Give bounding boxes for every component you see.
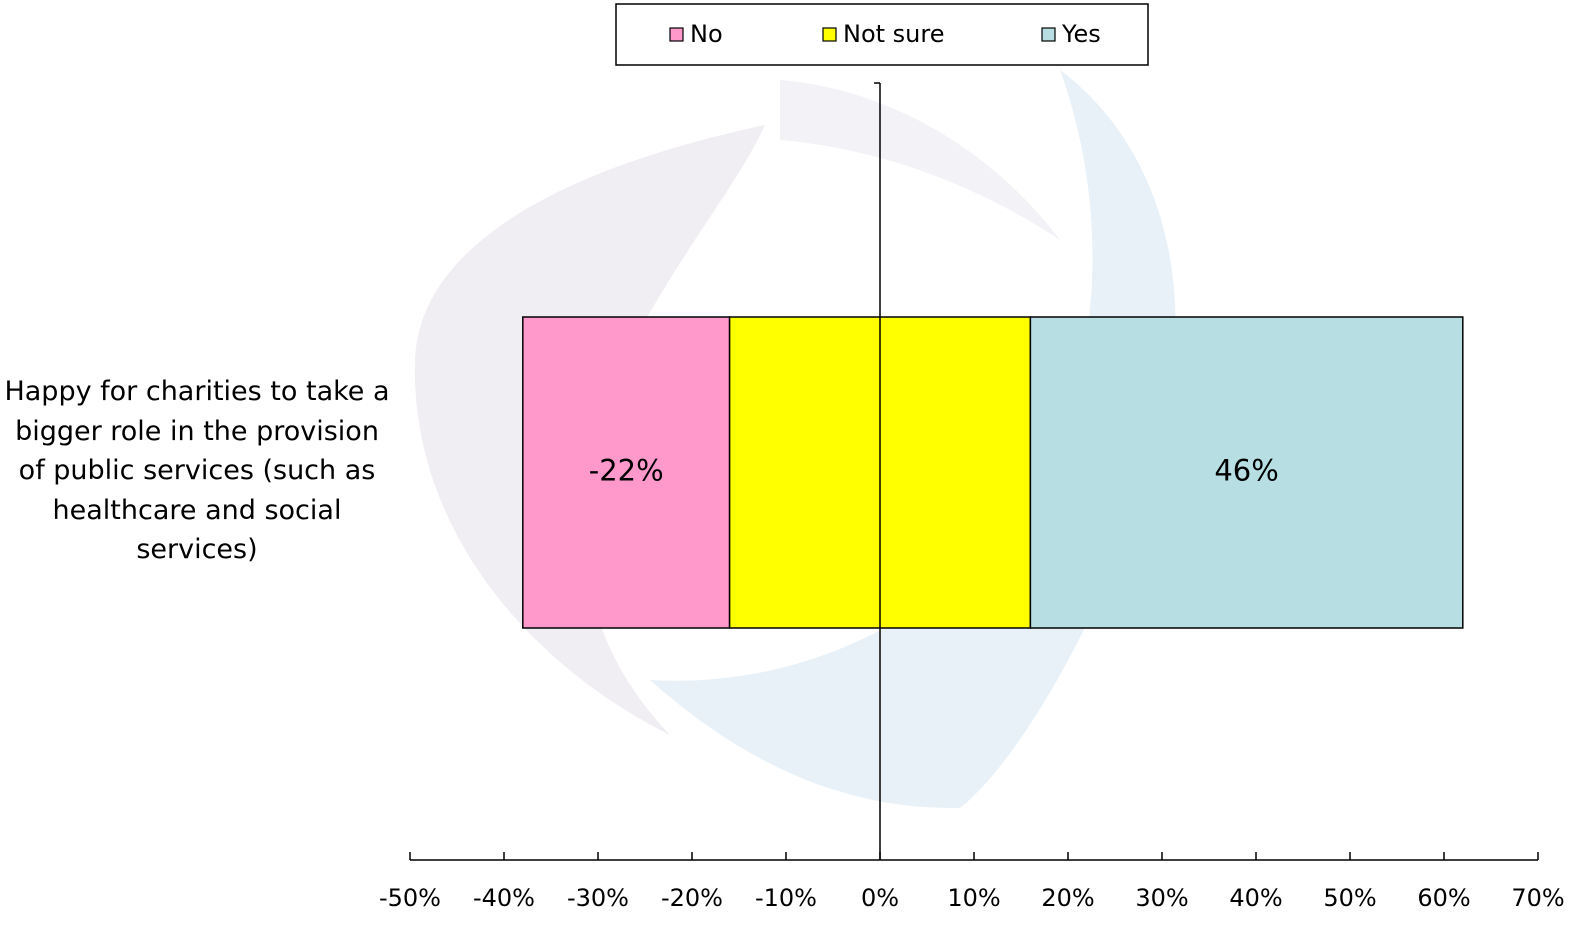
x-tick-label: -30%	[567, 884, 629, 912]
x-tick-label: 0%	[861, 884, 899, 912]
legend-box	[615, 3, 1149, 66]
x-tick-label: 20%	[1041, 884, 1094, 912]
x-tick-label: 60%	[1417, 884, 1470, 912]
data-label: -22%	[589, 454, 664, 488]
x-tick-label: 50%	[1323, 884, 1376, 912]
legend-swatch	[822, 27, 837, 42]
legend-swatch	[669, 27, 684, 42]
legend-label: Not sure	[843, 20, 945, 48]
bar	[1029, 316, 1464, 629]
x-tick-label: -40%	[473, 884, 535, 912]
x-tick-label: 30%	[1135, 884, 1188, 912]
x-tick-label: 10%	[947, 884, 1000, 912]
x-tick-label: -20%	[661, 884, 723, 912]
x-tick-label: 70%	[1511, 884, 1564, 912]
legend-swatch	[1041, 27, 1056, 42]
legend-label: No	[690, 20, 723, 48]
legend-label: Yes	[1061, 20, 1101, 48]
category-label: Happy for charities to take a bigger rol…	[4, 376, 390, 565]
bar	[522, 316, 731, 629]
x-tick-label: -10%	[755, 884, 817, 912]
data-label: 46%	[1214, 454, 1278, 488]
x-tick-label: -50%	[379, 884, 441, 912]
x-tick-label: 40%	[1229, 884, 1282, 912]
